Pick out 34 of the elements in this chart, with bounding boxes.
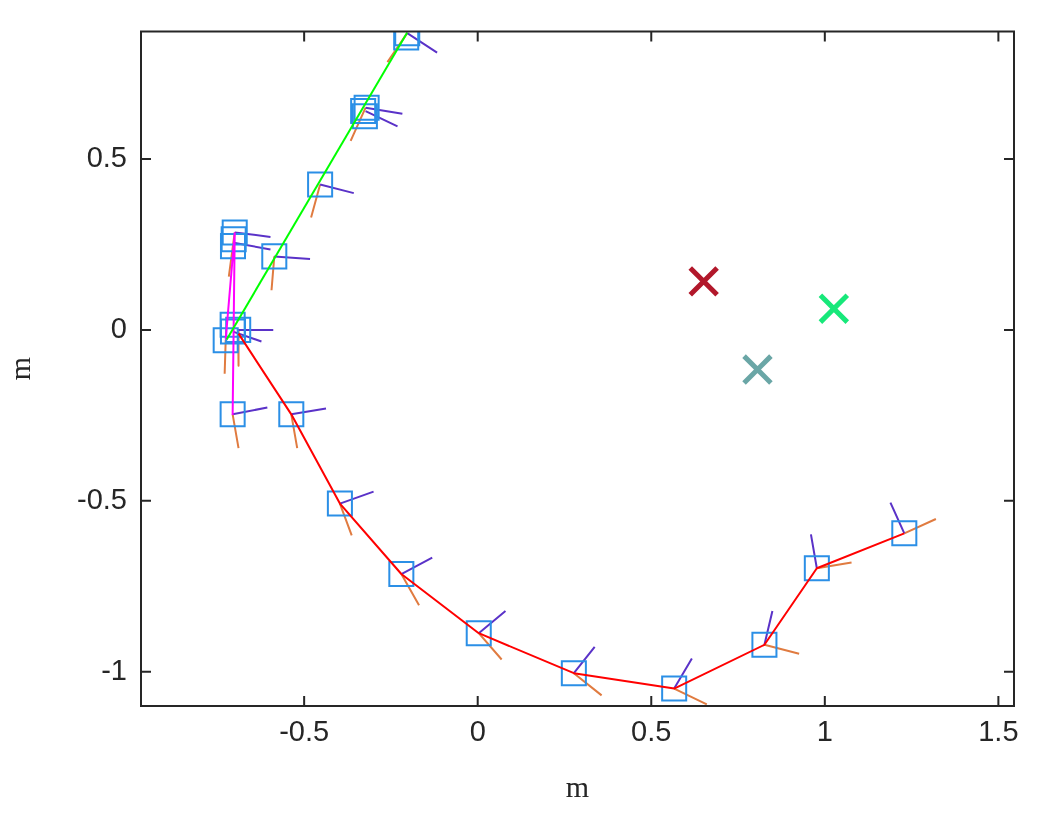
x-axis-title: m <box>565 769 590 803</box>
point <box>225 316 252 343</box>
y-axis-title: m <box>2 357 36 381</box>
point <box>388 561 415 588</box>
point <box>351 103 378 130</box>
point <box>465 620 492 647</box>
x-tick-label: -0.5 <box>279 715 330 748</box>
point <box>261 243 288 270</box>
point <box>212 327 239 354</box>
point <box>817 292 850 325</box>
point <box>891 520 918 547</box>
y-tick-label: -1 <box>101 653 127 686</box>
point <box>661 675 688 702</box>
y-tick-label: 0 <box>110 311 127 344</box>
point <box>687 265 720 298</box>
point <box>219 318 247 345</box>
point <box>803 555 830 582</box>
point <box>221 219 248 246</box>
x-tick-label: 0.5 <box>631 715 672 748</box>
x-tick-label: 1.5 <box>978 715 1019 748</box>
point <box>219 401 246 428</box>
point <box>219 233 247 260</box>
point <box>741 353 774 386</box>
y-tick-label: 0.5 <box>86 140 127 173</box>
point <box>307 171 334 198</box>
point <box>220 226 247 253</box>
y-tick-label: -0.5 <box>77 482 127 515</box>
x-tick-label: 1 <box>816 715 833 748</box>
x-tick-label: 0 <box>469 715 486 748</box>
point <box>219 311 246 338</box>
point <box>278 401 305 428</box>
point <box>560 660 587 687</box>
point <box>751 631 778 658</box>
point <box>326 490 353 517</box>
